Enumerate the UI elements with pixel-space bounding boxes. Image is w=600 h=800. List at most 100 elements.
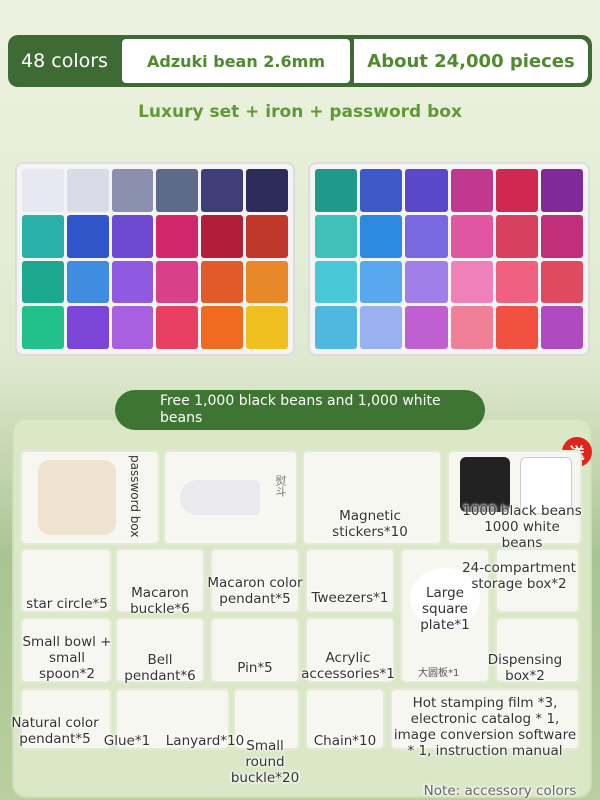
item-label: Magnetic stickers*10	[332, 508, 408, 540]
bead-compartment	[540, 169, 583, 212]
bead-compartment	[315, 260, 358, 304]
bead-compartment	[360, 306, 403, 349]
bead-compartment	[315, 169, 358, 212]
bead-compartment	[360, 214, 403, 258]
bead-tray	[15, 162, 295, 356]
plate-image	[410, 568, 480, 628]
suitcase-image	[38, 460, 116, 535]
bead-compartment	[405, 214, 448, 258]
item-box	[115, 617, 205, 683]
item-box	[20, 617, 112, 683]
item-label: star circle*5	[26, 596, 108, 612]
bead-compartment	[66, 260, 109, 304]
item-box	[20, 548, 112, 613]
bead-compartment	[405, 260, 448, 304]
free-banner: Free 1,000 black beans and 1,000 white b…	[115, 390, 485, 430]
bead-compartment	[246, 169, 288, 212]
bead-compartment	[201, 306, 244, 349]
bead-compartment	[66, 169, 109, 212]
item-label: Macaron color pendant*5	[207, 575, 303, 607]
bead-compartment	[201, 169, 244, 212]
bead-compartment	[495, 306, 538, 349]
bead-compartment	[495, 214, 538, 258]
bead-compartment	[22, 214, 64, 258]
bead-compartment	[156, 306, 199, 349]
bead-compartment	[156, 169, 199, 212]
bead-compartment	[66, 306, 109, 349]
white-bag	[520, 457, 572, 514]
top-bar: 48 colors Adzuki bean 2.6mm About 24,000…	[8, 35, 592, 87]
bead-compartment	[360, 169, 403, 212]
item-box	[20, 688, 112, 750]
item-box	[305, 688, 385, 750]
black-bag	[460, 457, 510, 512]
bead-compartment	[450, 169, 493, 212]
bead-compartment	[405, 306, 448, 349]
bead-compartment	[360, 260, 403, 304]
iron-image-label: 熨斗	[274, 475, 287, 497]
item-label: 1000 black beans 1000 white beans	[462, 503, 582, 551]
bead-compartment	[66, 214, 109, 258]
bead-compartment	[156, 260, 199, 304]
item-label: Small round buckle*20	[230, 738, 300, 786]
item-label: Acrylic accessories*1	[301, 650, 395, 682]
bead-compartment	[201, 260, 244, 304]
bean-label: Adzuki bean 2.6mm	[122, 39, 350, 83]
item-label: Large square plate*1	[420, 585, 470, 633]
pieces-label: About 24,000 pieces	[354, 39, 588, 83]
item-box	[305, 548, 395, 613]
bead-compartment	[201, 214, 244, 258]
bead-compartment	[315, 214, 358, 258]
bead-compartment	[22, 169, 64, 212]
item-label: Macaron buckle*6	[130, 585, 190, 617]
bead-compartment	[22, 260, 64, 304]
item-box	[495, 617, 580, 683]
note: Note: accessory colors	[423, 783, 577, 799]
bead-compartment	[22, 306, 64, 349]
item-label: Pin*5	[237, 660, 273, 676]
box-image-label: password box	[128, 455, 142, 538]
bead-compartment	[246, 214, 288, 258]
bead-compartment	[111, 169, 154, 212]
item-box	[115, 548, 205, 613]
bead-compartment	[111, 214, 154, 258]
item-box	[302, 450, 442, 545]
item-label: Chain*10	[313, 733, 377, 749]
colors-label: 48 colors	[21, 50, 108, 72]
item-box	[115, 688, 230, 750]
item-box	[390, 688, 580, 750]
item-label: Bell pendant*6	[124, 652, 196, 684]
item-label: Small bowl + small spoon*2	[22, 634, 112, 682]
bead-compartment	[450, 306, 493, 349]
bead-compartment	[540, 260, 583, 304]
item-box	[495, 548, 580, 613]
bead-tray	[308, 162, 590, 356]
item-label: Dispensing box*2	[487, 652, 563, 684]
item-label: Glue*1	[103, 733, 151, 749]
bead-compartment	[540, 306, 583, 349]
item-box	[210, 617, 300, 683]
bead-compartment	[450, 214, 493, 258]
item-label: Hot stamping film *3, electronic catalog…	[393, 695, 577, 759]
item-box	[233, 688, 300, 750]
subtitle: Luxury set + iron + password box	[138, 102, 462, 122]
item-box	[305, 617, 395, 683]
bead-compartment	[111, 306, 154, 349]
bead-compartment	[156, 214, 199, 258]
bead-compartment	[405, 169, 448, 212]
item-label: Lanyard*10	[165, 733, 245, 749]
item-label: Natural color pendant*5	[11, 715, 99, 747]
item-label: 24-compartment storage box*2	[462, 560, 576, 592]
bead-compartment	[540, 214, 583, 258]
bead-compartment	[315, 306, 358, 349]
bead-compartment	[450, 260, 493, 304]
bead-compartment	[495, 260, 538, 304]
item-label: Tweezers*1	[311, 590, 389, 606]
bead-compartment	[246, 306, 288, 349]
item-box	[210, 548, 300, 613]
bead-compartment	[246, 260, 288, 304]
bead-compartment	[495, 169, 538, 212]
plate-image-label: 大圆板*1	[418, 668, 460, 679]
iron-image	[180, 480, 260, 515]
